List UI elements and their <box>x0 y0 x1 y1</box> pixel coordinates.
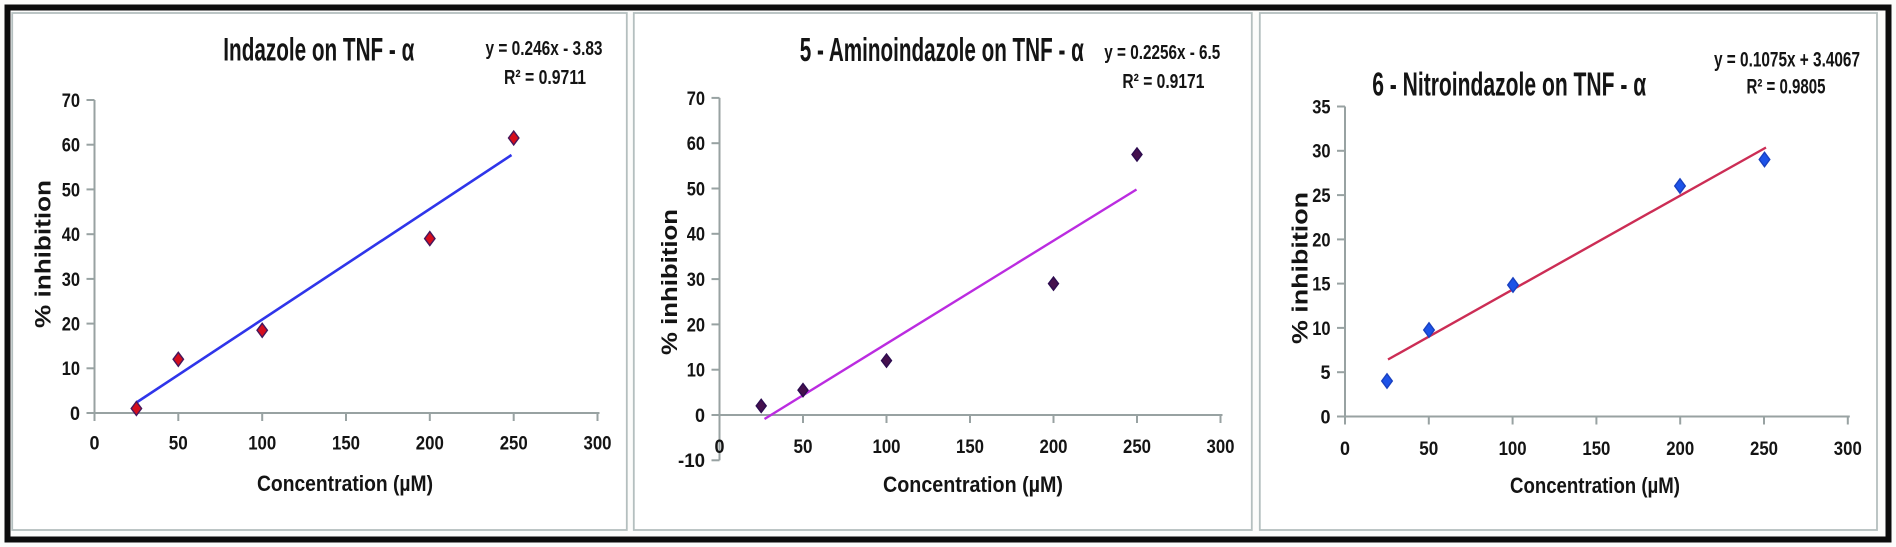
svg-text:y = 0.246x - 3.83: y = 0.246x - 3.83 <box>486 38 603 60</box>
svg-text:Concentration (µM): Concentration (µM) <box>257 471 433 496</box>
svg-text:0: 0 <box>715 437 725 458</box>
svg-text:0: 0 <box>90 434 100 455</box>
svg-text:150: 150 <box>956 437 984 458</box>
svg-text:y = 0.1075x + 3.4067: y = 0.1075x + 3.4067 <box>1714 49 1860 72</box>
svg-text:40: 40 <box>687 225 705 246</box>
svg-text:70: 70 <box>62 91 80 112</box>
svg-text:100: 100 <box>1499 439 1527 460</box>
svg-text:300: 300 <box>584 434 612 455</box>
svg-text:% inhibition: % inhibition <box>1288 192 1313 344</box>
svg-text:250: 250 <box>1750 439 1778 460</box>
svg-text:100: 100 <box>248 434 276 455</box>
svg-text:% inhibition: % inhibition <box>31 180 56 328</box>
svg-text:Concentration (µM): Concentration (µM) <box>883 472 1063 497</box>
svg-text:40: 40 <box>62 225 80 246</box>
svg-text:60: 60 <box>687 134 705 155</box>
svg-text:35: 35 <box>1312 97 1331 118</box>
svg-text:300: 300 <box>1207 437 1235 458</box>
svg-text:50: 50 <box>794 437 813 458</box>
svg-text:50: 50 <box>687 179 705 200</box>
svg-text:0: 0 <box>1340 439 1350 460</box>
svg-text:70: 70 <box>687 89 705 110</box>
svg-text:y = 0.2256x - 6.5: y = 0.2256x - 6.5 <box>1104 42 1220 64</box>
svg-text:150: 150 <box>332 434 360 455</box>
svg-text:30: 30 <box>62 270 80 291</box>
svg-text:50: 50 <box>1419 439 1438 460</box>
svg-text:10: 10 <box>1312 319 1330 340</box>
svg-text:50: 50 <box>169 434 188 455</box>
svg-text:200: 200 <box>416 434 444 455</box>
svg-text:300: 300 <box>1834 439 1862 460</box>
svg-text:Indazole on TNF - α: Indazole on TNF - α <box>223 31 414 67</box>
svg-text:10: 10 <box>687 361 705 382</box>
svg-text:10: 10 <box>62 359 80 380</box>
svg-text:200: 200 <box>1040 437 1068 458</box>
svg-text:0: 0 <box>1321 407 1331 428</box>
svg-text:25: 25 <box>1312 186 1331 207</box>
svg-text:200: 200 <box>1666 439 1694 460</box>
svg-text:30: 30 <box>687 270 705 291</box>
svg-text:0: 0 <box>70 404 80 425</box>
svg-text:% inhibition: % inhibition <box>657 209 682 355</box>
svg-text:R² = 0.9805: R² = 0.9805 <box>1747 76 1826 99</box>
svg-text:-10: -10 <box>678 451 705 472</box>
svg-text:R² = 0.9711: R² = 0.9711 <box>504 67 586 89</box>
svg-text:15: 15 <box>1312 275 1331 296</box>
svg-text:5: 5 <box>1321 363 1331 384</box>
svg-text:50: 50 <box>62 180 80 201</box>
svg-text:20: 20 <box>62 315 80 336</box>
svg-text:R² = 0.9171: R² = 0.9171 <box>1122 71 1204 93</box>
svg-text:0: 0 <box>695 406 705 427</box>
svg-text:60: 60 <box>62 136 80 157</box>
svg-text:5 - Aminoindazole on TNF - α: 5 - Aminoindazole on TNF - α <box>800 31 1084 68</box>
svg-text:250: 250 <box>1123 437 1151 458</box>
svg-text:250: 250 <box>500 434 528 455</box>
svg-text:30: 30 <box>1312 142 1330 163</box>
svg-text:20: 20 <box>687 315 705 336</box>
svg-text:20: 20 <box>1312 230 1330 251</box>
svg-text:150: 150 <box>1582 439 1610 460</box>
svg-text:6 - Nitroindazole on TNF - α: 6 - Nitroindazole on TNF - α <box>1372 66 1646 103</box>
svg-text:100: 100 <box>873 437 901 458</box>
svg-text:Concentration (µM): Concentration (µM) <box>1510 473 1680 498</box>
